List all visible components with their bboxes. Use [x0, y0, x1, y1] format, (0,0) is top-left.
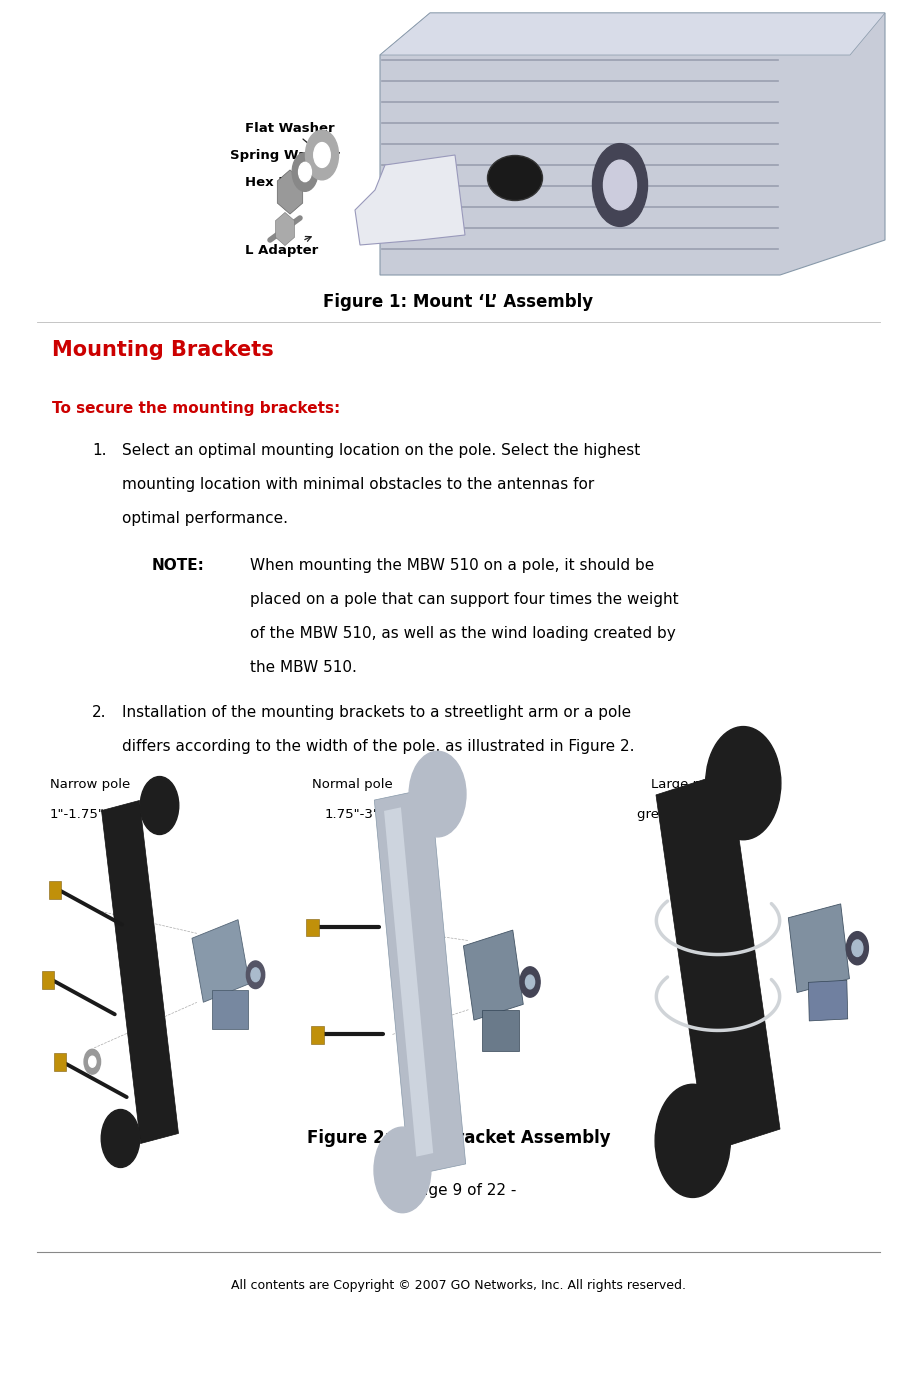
Text: placed on a pole that can support four times the weight: placed on a pole that can support four t… — [250, 592, 679, 607]
Text: Flat Washer: Flat Washer — [245, 121, 335, 152]
Text: Mounting Brackets: Mounting Brackets — [52, 339, 274, 360]
Circle shape — [520, 967, 540, 998]
Text: Narrow pole: Narrow pole — [50, 778, 130, 791]
Circle shape — [525, 976, 535, 989]
Polygon shape — [809, 980, 847, 1021]
Circle shape — [101, 1110, 139, 1167]
Polygon shape — [656, 771, 780, 1152]
Circle shape — [706, 726, 781, 839]
Text: - Page 9 of 22 -: - Page 9 of 22 - — [401, 1183, 516, 1198]
Text: Installation of the mounting brackets to a streetlight arm or a pole: Installation of the mounting brackets to… — [122, 705, 631, 720]
Text: 1.: 1. — [92, 443, 106, 458]
Text: of the MBW 510, as well as the wind loading created by: of the MBW 510, as well as the wind load… — [250, 627, 676, 640]
Circle shape — [299, 163, 312, 182]
Polygon shape — [463, 930, 524, 1020]
Text: 2.: 2. — [92, 705, 106, 720]
Text: NOTE:: NOTE: — [152, 558, 204, 573]
Circle shape — [84, 1049, 101, 1074]
Circle shape — [314, 142, 330, 167]
Text: L Adapter: L Adapter — [245, 236, 318, 257]
Text: Spring Washer: Spring Washer — [230, 149, 340, 170]
Circle shape — [846, 932, 868, 965]
Text: 1"-1.75": 1"-1.75" — [50, 809, 105, 821]
Text: Normal pole: Normal pole — [312, 778, 392, 791]
Polygon shape — [482, 1010, 519, 1052]
Circle shape — [409, 751, 466, 836]
Circle shape — [140, 777, 179, 835]
Polygon shape — [380, 12, 885, 275]
Text: greater than 3": greater than 3" — [636, 809, 739, 821]
Bar — [306, 919, 319, 937]
Polygon shape — [789, 904, 849, 992]
Polygon shape — [374, 788, 466, 1176]
Text: All contents are Copyright © 2007 GO Networks, Inc. All rights reserved.: All contents are Copyright © 2007 GO Net… — [231, 1278, 686, 1292]
Bar — [42, 970, 54, 988]
Polygon shape — [102, 800, 179, 1144]
Text: differs according to the width of the pole, as illustrated in Figure 2.: differs according to the width of the po… — [122, 740, 635, 753]
Circle shape — [293, 153, 318, 192]
Circle shape — [852, 940, 863, 956]
Text: the MBW 510.: the MBW 510. — [250, 660, 357, 675]
Circle shape — [592, 144, 647, 226]
Ellipse shape — [488, 156, 543, 200]
Polygon shape — [384, 807, 433, 1156]
Polygon shape — [192, 919, 249, 1002]
Bar — [311, 1027, 324, 1045]
Bar — [54, 1053, 66, 1071]
Text: Large pole,: Large pole, — [651, 778, 725, 791]
Text: 1.75"-3": 1.75"-3" — [325, 809, 380, 821]
Text: optimal performance.: optimal performance. — [122, 511, 288, 526]
Circle shape — [374, 1127, 431, 1213]
Circle shape — [305, 130, 338, 179]
Text: To secure the mounting brackets:: To secure the mounting brackets: — [52, 400, 340, 415]
Polygon shape — [355, 155, 465, 246]
Circle shape — [655, 1085, 730, 1198]
Circle shape — [247, 960, 265, 988]
Text: mounting location with minimal obstacles to the antennas for: mounting location with minimal obstacles… — [122, 477, 594, 493]
Polygon shape — [380, 12, 885, 55]
Text: Select an optimal mounting location on the pole. Select the highest: Select an optimal mounting location on t… — [122, 443, 640, 458]
Text: Figure 2: Pole Bracket Assembly: Figure 2: Pole Bracket Assembly — [306, 1129, 611, 1147]
Text: When mounting the MBW 510 on a pole, it should be: When mounting the MBW 510 on a pole, it … — [250, 558, 654, 573]
Text: Figure 1: Mount ‘L’ Assembly: Figure 1: Mount ‘L’ Assembly — [324, 293, 593, 310]
Circle shape — [603, 160, 636, 210]
Text: Hex Bolt: Hex Bolt — [245, 175, 308, 192]
Polygon shape — [212, 989, 249, 1028]
Circle shape — [251, 967, 260, 981]
Circle shape — [89, 1056, 96, 1067]
Bar — [50, 880, 61, 898]
